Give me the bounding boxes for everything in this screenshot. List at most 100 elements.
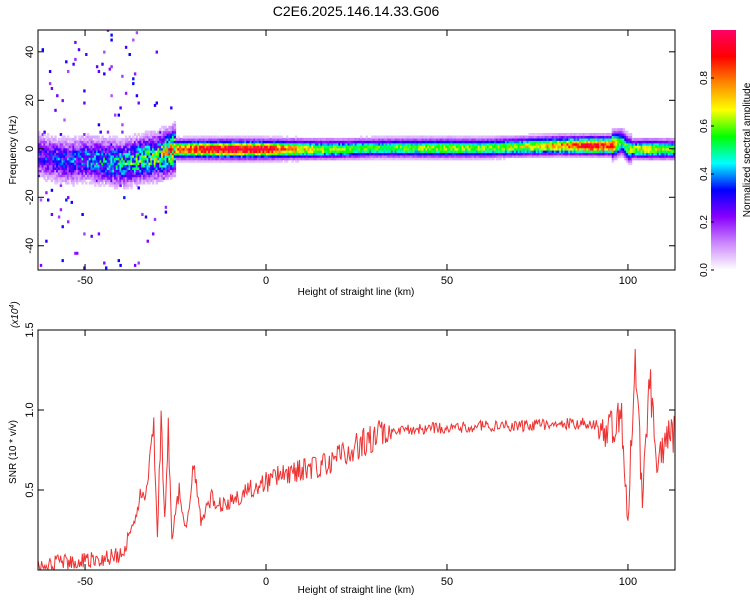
heatmap-cell xyxy=(524,154,528,158)
heatmap-cell xyxy=(124,167,128,171)
heatmap-cell xyxy=(405,135,408,139)
heatmap-cell xyxy=(208,147,211,151)
heatmap-cell xyxy=(541,150,544,154)
heatmap-cell xyxy=(474,135,477,139)
heatmap-cell xyxy=(141,162,144,166)
heatmap-cell xyxy=(403,154,407,158)
heatmap-cell xyxy=(293,152,296,156)
heatmap-cell xyxy=(112,147,115,151)
heatmap-cell xyxy=(544,142,548,146)
heatmap-cell xyxy=(139,174,142,178)
heatmap-cell xyxy=(584,142,587,146)
heatmap-cell xyxy=(181,152,184,156)
heatmap-cell xyxy=(45,191,48,195)
heatmap-cell xyxy=(463,142,466,146)
heatmap-cell xyxy=(452,135,455,139)
heatmap-cell xyxy=(92,164,95,168)
heatmap-cell xyxy=(255,154,258,158)
heatmap-cell xyxy=(161,140,164,144)
heatmap-cell xyxy=(226,147,229,151)
heatmap-cell xyxy=(530,152,533,156)
heatmap-cell xyxy=(655,157,658,161)
heatmap-cell xyxy=(112,140,115,144)
heatmap-cell xyxy=(371,145,374,149)
heatmap-cell xyxy=(258,142,262,146)
heatmap-cell xyxy=(72,157,75,161)
heatmap-cell xyxy=(539,150,542,154)
heatmap-cell xyxy=(510,135,513,139)
heatmap-cell xyxy=(110,171,113,175)
heatmap-cell xyxy=(76,179,79,183)
heatmap-cell xyxy=(43,162,46,166)
heatmap-cell xyxy=(555,154,559,158)
heatmap-cell xyxy=(182,135,186,139)
heatmap-cell xyxy=(307,147,311,151)
heatmap-cell xyxy=(159,164,162,168)
heatmap-cell xyxy=(275,140,278,144)
heatmap-cell xyxy=(41,174,45,178)
heatmap-cell xyxy=(68,140,72,144)
heatmap-cell xyxy=(148,159,151,163)
heatmap-cell xyxy=(153,147,157,151)
heatmap-cell xyxy=(139,162,142,166)
heatmap-cell xyxy=(143,174,146,178)
heatmap-cell xyxy=(296,150,300,154)
heatmap-cell xyxy=(383,145,387,149)
heatmap-cell xyxy=(465,147,468,151)
heatmap-cell xyxy=(39,198,43,202)
heatmap-cell xyxy=(452,152,455,156)
heatmap-cell xyxy=(492,147,495,151)
heatmap-cell xyxy=(611,128,615,132)
heatmap-cell xyxy=(85,171,88,175)
heatmap-cell xyxy=(316,157,320,161)
heatmap-cell xyxy=(229,157,233,161)
heatmap-cell xyxy=(289,142,292,146)
heatmap-cell xyxy=(608,142,611,146)
heatmap-cell xyxy=(115,145,119,149)
heatmap-cell xyxy=(399,150,403,154)
heatmap-cell xyxy=(546,145,549,149)
heatmap-cell xyxy=(284,154,287,158)
heatmap-cell xyxy=(300,145,303,149)
heatmap-cell xyxy=(99,130,102,134)
heatmap-cell xyxy=(242,135,245,139)
heatmap-cell xyxy=(503,154,506,158)
heatmap-cell xyxy=(54,174,57,178)
heatmap-cell xyxy=(280,150,283,154)
heatmap-cell xyxy=(631,150,635,154)
heatmap-cell xyxy=(394,145,397,149)
heatmap-cell xyxy=(124,181,128,185)
multiplier-exponent: 4 xyxy=(9,305,16,309)
heatmap-cell xyxy=(155,133,159,137)
heatmap-cell xyxy=(85,53,88,57)
heatmap-cell xyxy=(74,150,77,154)
heatmap-cell xyxy=(141,159,144,163)
heatmap-cell xyxy=(97,167,101,171)
heatmap-cell xyxy=(226,150,229,154)
heatmap-cell xyxy=(68,159,72,163)
heatmap-cell xyxy=(457,137,461,141)
heatmap-cell xyxy=(269,142,273,146)
heatmap-cell xyxy=(186,152,189,156)
heatmap-cell xyxy=(658,137,662,141)
heatmap-cell xyxy=(76,169,79,173)
heatmap-cell xyxy=(347,147,350,151)
heatmap-cell xyxy=(166,162,169,166)
heatmap-cell xyxy=(517,140,521,144)
heatmap-cell xyxy=(157,164,160,168)
heatmap-cell xyxy=(568,142,571,146)
heatmap-cell xyxy=(448,142,452,146)
heatmap-cell xyxy=(202,142,206,146)
heatmap-cell xyxy=(141,145,144,149)
heatmap-cell xyxy=(38,162,41,166)
heatmap-cell xyxy=(63,169,66,173)
heatmap-cell xyxy=(671,137,674,141)
heatmap-cell xyxy=(159,147,162,151)
heatmap-cell xyxy=(486,150,490,154)
heatmap-cell xyxy=(620,150,624,154)
heatmap-cell xyxy=(255,140,258,144)
heatmap-cell xyxy=(133,147,137,151)
heatmap-cell xyxy=(602,150,606,154)
heatmap-cell xyxy=(95,157,99,161)
heatmap-cell xyxy=(537,133,540,137)
